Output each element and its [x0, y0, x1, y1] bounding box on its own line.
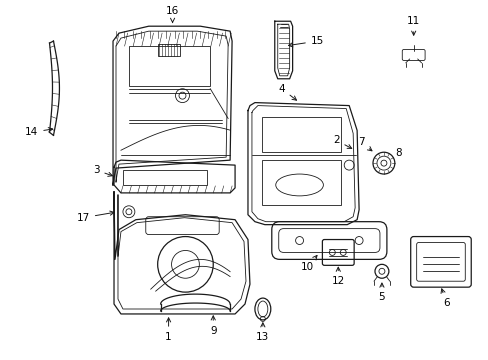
Bar	[262, 160, 341, 205]
Text: 16: 16	[165, 6, 179, 22]
Text: 8: 8	[395, 148, 401, 158]
Text: 4: 4	[278, 84, 296, 100]
Text: 6: 6	[440, 289, 449, 308]
Text: 12: 12	[331, 267, 344, 286]
Text: 7: 7	[357, 137, 371, 151]
Text: 17: 17	[77, 211, 114, 223]
Text: 14: 14	[25, 127, 53, 138]
Bar	[262, 117, 341, 152]
Bar	[157, 44, 179, 56]
Text: 15: 15	[288, 36, 324, 47]
Text: 13: 13	[256, 323, 269, 342]
Text: 5: 5	[378, 283, 385, 302]
Text: 10: 10	[300, 256, 316, 272]
Text: 3: 3	[93, 165, 112, 176]
Text: 11: 11	[406, 16, 420, 35]
Text: 9: 9	[209, 316, 216, 336]
Bar	[129, 46, 210, 86]
Text: 1: 1	[165, 318, 172, 342]
Text: 2: 2	[332, 135, 351, 148]
Bar	[122, 170, 207, 185]
